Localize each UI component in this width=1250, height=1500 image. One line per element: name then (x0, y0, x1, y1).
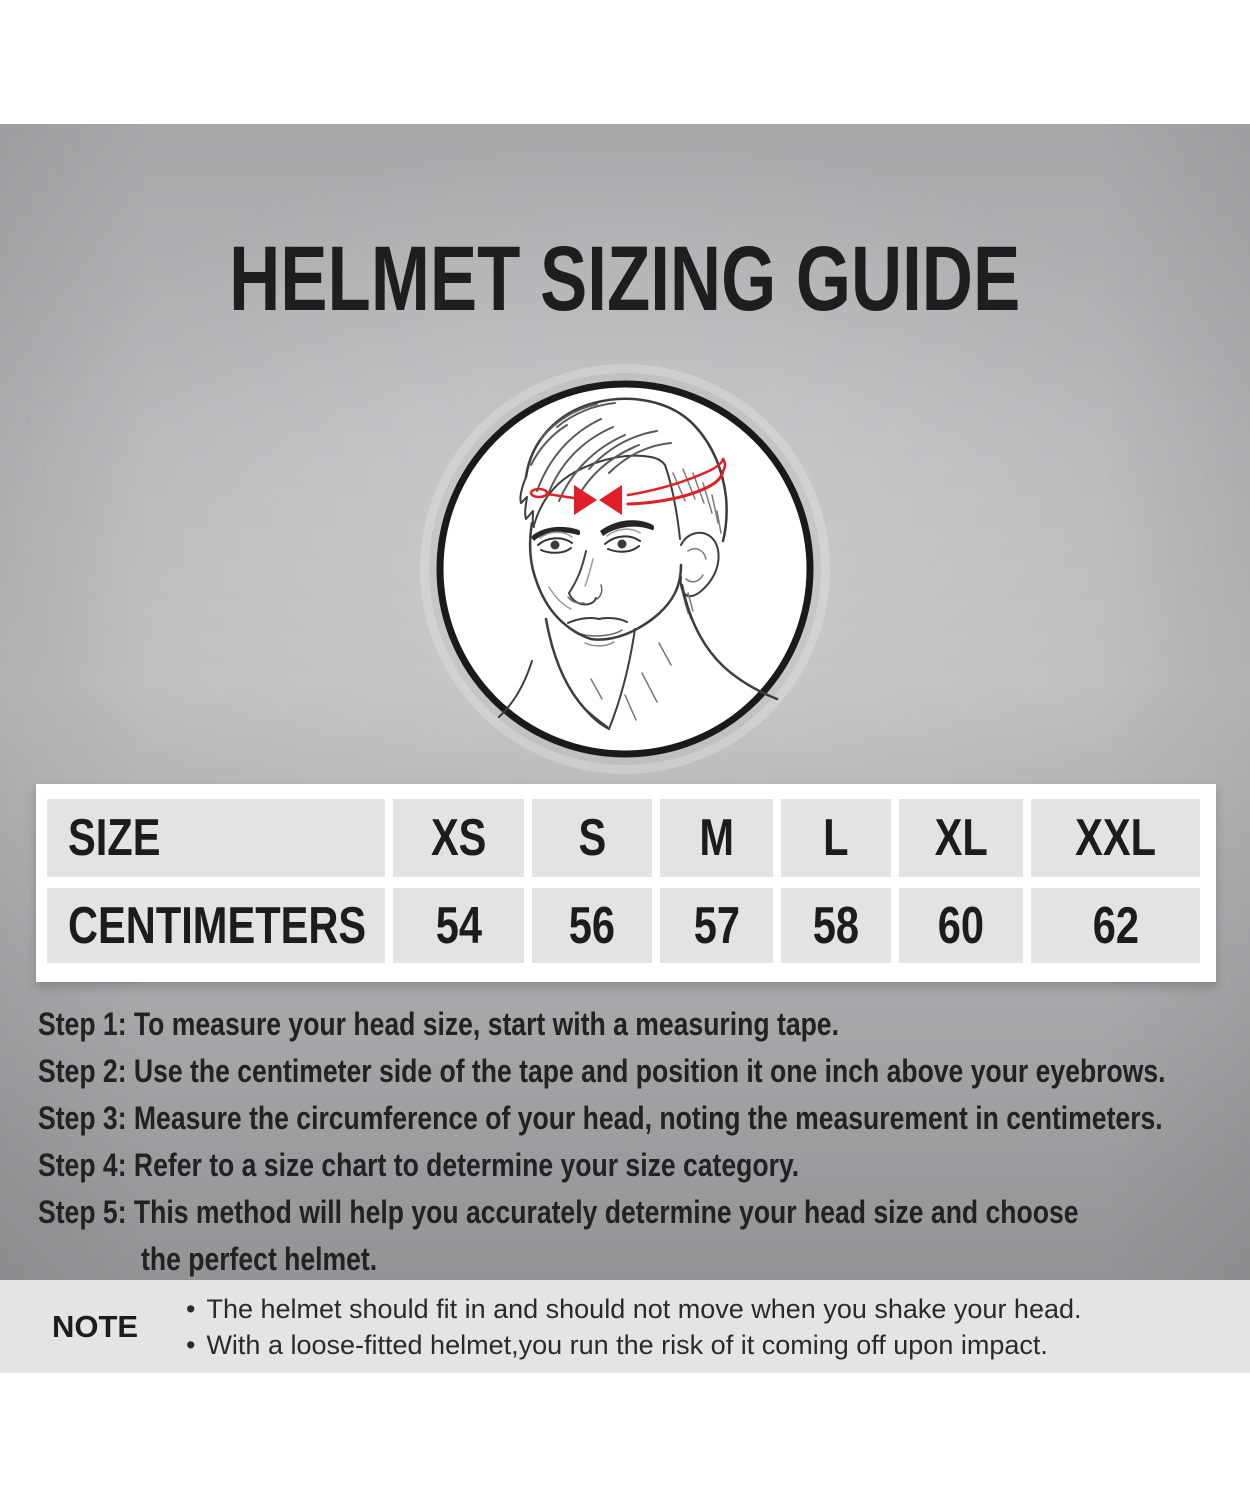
measurement-steps: Step 1: To measure your head size, start… (38, 1001, 1238, 1283)
step-line-1: Step 1: To measure your head size, start… (38, 1006, 839, 1042)
step-line-5: Step 5: This method will help you accura… (38, 1194, 1079, 1230)
size-chart-header-cell: S (532, 799, 652, 877)
size-chart-table: SIZE XS S M L XL XXL CENTIMETERS 54 56 5… (36, 784, 1216, 982)
size-chart-value-cell: 60 (899, 888, 1023, 963)
size-chart-value-cell: 58 (781, 888, 891, 963)
size-chart-header-cell: XS (393, 799, 524, 877)
bullet-icon: • (186, 1293, 196, 1324)
note-bullet-text: The helmet should fit in and should not … (206, 1293, 1082, 1324)
note-bullet-list: • The helmet should fit in and should not… (186, 1291, 1082, 1363)
size-chart-value-cell: 54 (393, 888, 524, 963)
size-chart-header-cell: XXL (1031, 799, 1200, 877)
size-chart-value-cell: 56 (532, 888, 652, 963)
head-measurement-illustration (429, 373, 821, 765)
size-chart-value-cell: 57 (660, 888, 773, 963)
size-chart-header-cell: XL (899, 799, 1023, 877)
measuring-tape-icon (529, 457, 727, 515)
note-label: NOTE (52, 1308, 139, 1344)
size-chart-header-cell: L (781, 799, 891, 877)
bullet-icon: • (186, 1329, 196, 1360)
size-chart-header-cell: SIZE (47, 799, 385, 877)
step-line-5-continuation: the perfect helmet. (141, 1241, 378, 1277)
note-bullet-item: • With a loose-fitted helmet,you run the … (186, 1327, 1082, 1363)
step-line-4: Step 4: Refer to a size chart to determi… (38, 1147, 800, 1183)
eyebrows (531, 526, 581, 541)
note-bullet-text: With a loose-fitted helmet,you run the r… (206, 1329, 1048, 1360)
note-band: NOTE • The helmet should fit in and shoul… (0, 1280, 1250, 1373)
tape-arrow-right (599, 485, 622, 515)
male-head-line-art (436, 380, 814, 758)
size-chart-value-cell: CENTIMETERS (47, 888, 385, 963)
page-title-text: HELMET SIZING GUIDE (229, 228, 1021, 330)
size-chart-value-cell: 62 (1031, 888, 1200, 963)
step-line-3: Step 3: Measure the circumference of you… (38, 1100, 1163, 1136)
note-bullet-item: • The helmet should fit in and should not… (186, 1291, 1082, 1327)
size-chart-header-cell: M (660, 799, 773, 877)
step-line-2: Step 2: Use the centimeter side of the t… (38, 1053, 1166, 1089)
illustration-circle-frame (436, 380, 814, 758)
page-title: HELMET SIZING GUIDE (0, 233, 1250, 325)
tape-arrow-left (574, 485, 597, 515)
